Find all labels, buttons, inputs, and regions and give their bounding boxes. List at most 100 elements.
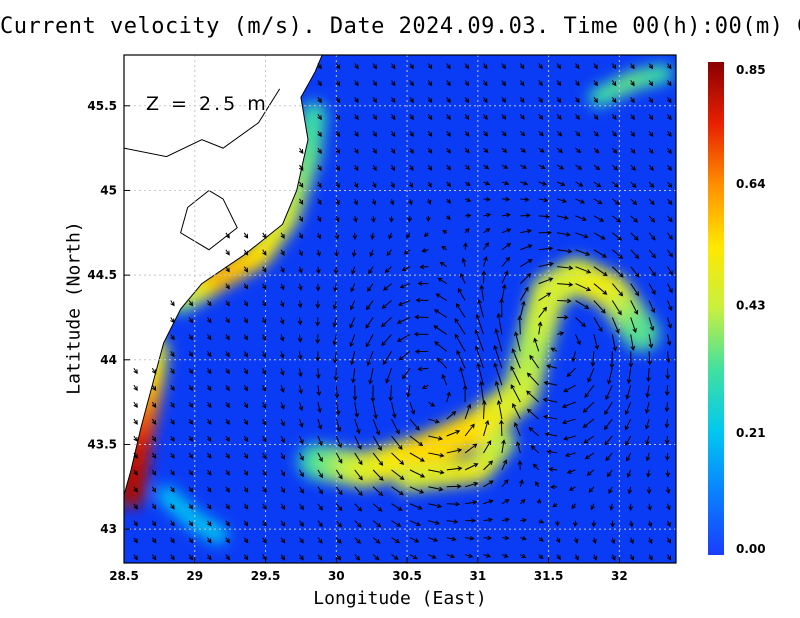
current-arrow [261, 351, 267, 359]
current-arrow [552, 502, 558, 508]
current-arrow [170, 554, 175, 561]
current-arrow [464, 130, 470, 137]
current-arrow [483, 130, 489, 137]
current-arrow [493, 362, 503, 386]
x-tick-label: 29 [186, 569, 203, 583]
current-arrow [207, 401, 212, 409]
current-arrow [464, 197, 472, 202]
current-arrow [207, 452, 212, 459]
current-arrow [133, 452, 138, 459]
current-arrow [538, 197, 549, 203]
current-arrow [476, 362, 484, 386]
current-arrow [528, 427, 540, 437]
current-arrow [538, 181, 548, 186]
current-arrow [520, 213, 531, 218]
current-arrow [499, 419, 504, 437]
current-arrow [333, 283, 338, 293]
current-arrow [280, 385, 285, 393]
current-arrow [188, 537, 194, 544]
current-arrow [646, 486, 652, 495]
current-arrow [519, 300, 526, 318]
current-arrow [501, 164, 509, 169]
current-arrow [435, 293, 447, 301]
current-arrow [648, 164, 654, 171]
current-arrow [483, 517, 494, 523]
current-arrow [133, 554, 138, 561]
current-arrow [151, 469, 157, 476]
current-arrow [317, 486, 323, 495]
current-arrow [317, 113, 322, 121]
current-arrow [335, 435, 342, 449]
current-arrow [391, 435, 403, 450]
current-arrow [532, 463, 540, 471]
current-arrow [630, 80, 635, 87]
current-arrow [188, 435, 193, 442]
current-arrow [611, 554, 616, 561]
current-arrow [483, 256, 488, 267]
current-arrow [298, 181, 304, 188]
current-arrow [391, 520, 402, 527]
current-arrow [501, 228, 512, 234]
current-arrow [280, 249, 285, 256]
current-arrow [520, 164, 528, 169]
current-arrow [370, 385, 376, 403]
current-arrow [133, 520, 138, 527]
current-arrow [225, 368, 230, 375]
current-arrow [421, 384, 429, 390]
current-arrow [280, 401, 285, 410]
current-arrow [243, 486, 249, 493]
colorbar-tick-label: 0.00 [736, 542, 766, 556]
current-arrow [501, 196, 511, 202]
current-arrow [437, 277, 447, 285]
current-arrow [409, 130, 414, 138]
current-arrow [133, 503, 138, 510]
current-arrow [243, 520, 249, 527]
current-arrow [335, 80, 341, 87]
current-arrow [262, 452, 267, 460]
current-arrow [536, 498, 542, 504]
current-arrow [624, 401, 632, 416]
current-arrow [280, 554, 286, 561]
current-arrow [365, 300, 374, 311]
current-arrow [625, 435, 632, 446]
current-arrow [425, 215, 431, 223]
current-arrow [280, 266, 285, 274]
current-arrow [280, 452, 285, 460]
current-arrow [630, 113, 635, 121]
current-arrow [446, 501, 461, 507]
current-arrow [243, 334, 248, 341]
current-arrow [501, 270, 509, 284]
current-arrow [317, 452, 323, 463]
current-arrow [133, 486, 138, 493]
current-arrow [571, 351, 577, 363]
current-arrow [630, 164, 636, 171]
current-arrow [279, 317, 285, 325]
current-arrow [225, 401, 230, 409]
current-arrow [335, 113, 341, 121]
current-arrow [349, 351, 356, 366]
current-arrow [646, 368, 651, 383]
current-arrow [561, 401, 576, 409]
current-arrow [354, 80, 359, 87]
current-arrow [629, 537, 634, 545]
current-arrow [315, 334, 321, 345]
current-arrow [133, 384, 138, 392]
x-tick-label: 32 [611, 569, 628, 583]
current-arrow [391, 63, 396, 70]
current-arrow [372, 452, 384, 466]
current-arrow [611, 130, 617, 137]
current-arrow [648, 198, 655, 206]
x-axis: 28.5 29 29.5 30 30.5 31 31.5 32 [109, 557, 628, 583]
current-arrow [262, 520, 267, 527]
current-arrow [464, 181, 471, 186]
current-arrow [566, 367, 576, 378]
current-arrow [574, 554, 579, 561]
current-arrow [628, 351, 634, 368]
current-arrow [408, 181, 414, 189]
current-arrow [647, 520, 653, 528]
current-arrow [349, 300, 356, 311]
current-arrow [519, 272, 532, 284]
current-arrow [262, 469, 267, 477]
current-arrow [133, 367, 138, 375]
current-arrow [409, 164, 414, 172]
